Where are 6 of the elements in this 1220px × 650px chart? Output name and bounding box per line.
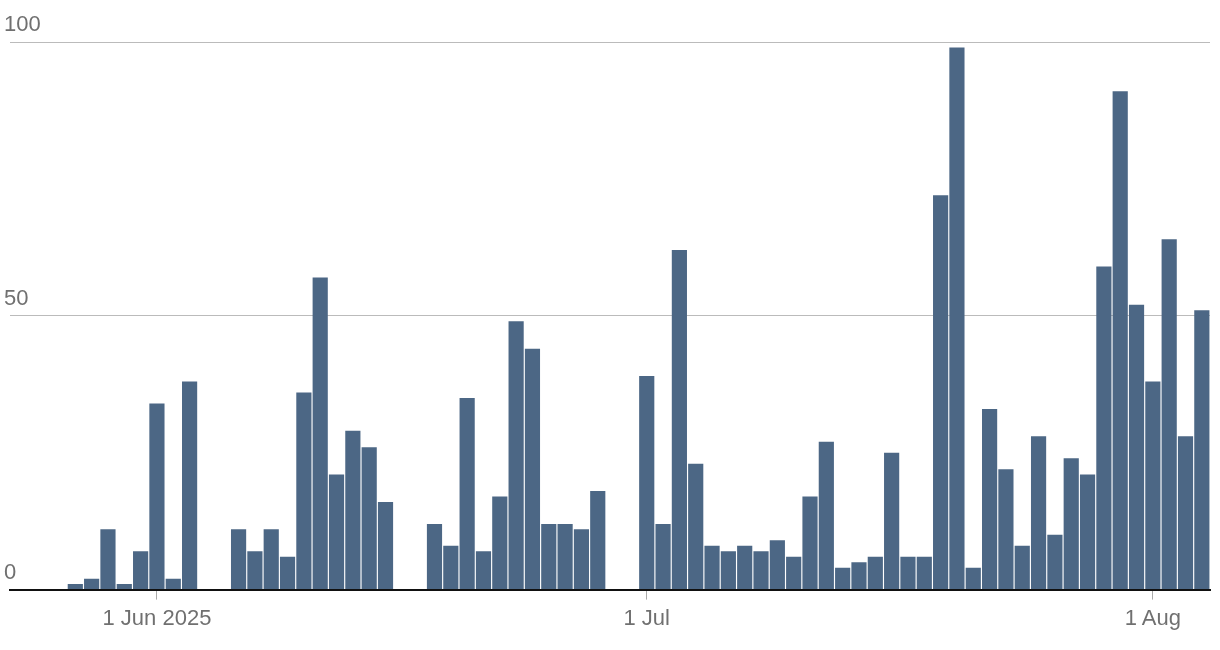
y-tick-label: 50: [4, 284, 29, 310]
y-tick-label: 0: [4, 558, 17, 584]
x-tick-label: 1 Jun 2025: [102, 604, 212, 630]
y-tick-label: 100: [4, 11, 41, 37]
x-tick-label: 1 Aug: [1124, 604, 1181, 630]
x-tick-label: 1 Jul: [623, 604, 670, 630]
